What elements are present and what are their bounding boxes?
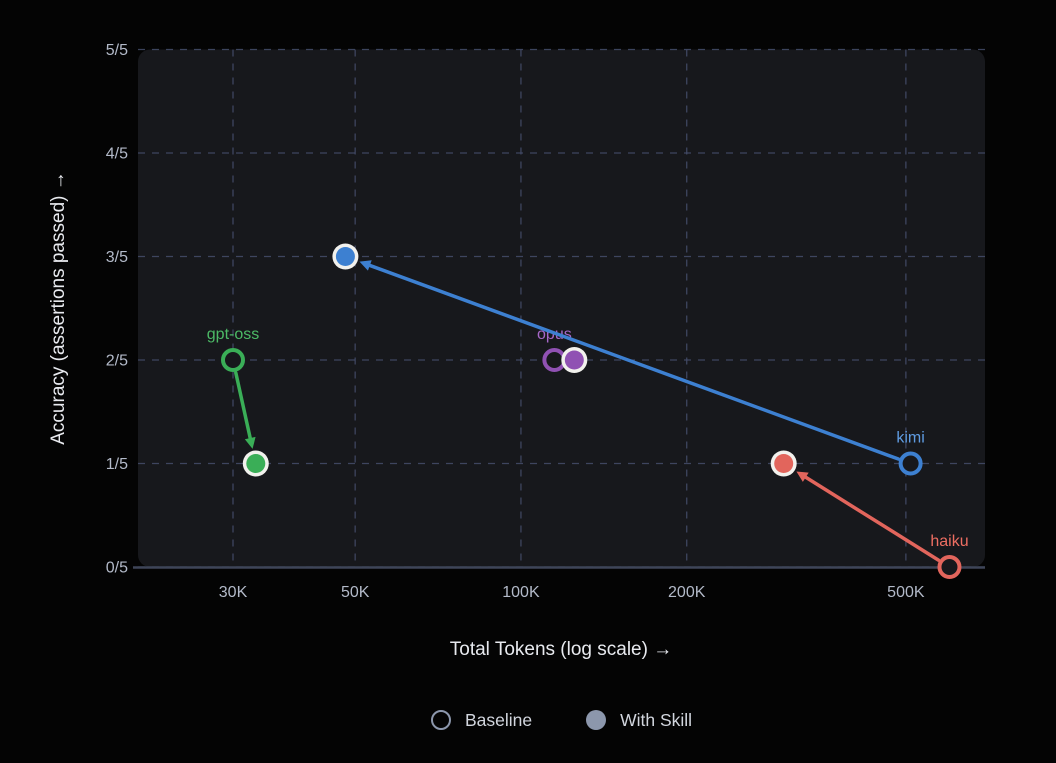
- y-axis-title: Accuracy (assertions passed) →: [48, 171, 69, 445]
- baseline-open-circle-icon: [430, 710, 451, 730]
- arrow-head-gpt-oss: [244, 436, 256, 449]
- marker-fill: [246, 454, 266, 473]
- arrow-shaft-kimi: [364, 262, 901, 461]
- marker-fill: [564, 350, 584, 370]
- y-tick-label-4/5: 4/5: [106, 146, 128, 163]
- series-label-haiku: haiku: [930, 533, 968, 550]
- legend-label-baseline: Baseline: [464, 709, 533, 730]
- y-tick-labels: 0/5 1/5 2/5 3/5 4/5 5/5: [106, 42, 128, 577]
- y-tick-label-0/5: 0/5: [106, 560, 128, 577]
- arrow-shaft-haiku: [800, 473, 941, 562]
- x-tick-label-50K: 50K: [341, 584, 370, 601]
- series-label-gpt-oss: gpt-oss: [207, 326, 259, 343]
- arrow-head-haiku: [796, 471, 809, 482]
- x-tick-label-100K: 100K: [502, 584, 540, 601]
- marker-baseline-gpt-oss[interactable]: [221, 348, 245, 372]
- y-tick-label-3/5: 3/5: [106, 249, 128, 266]
- marker-with-skill-opus[interactable]: [561, 347, 588, 373]
- marker-fill: [774, 454, 794, 473]
- marker-with-skill-haiku[interactable]: [770, 450, 797, 477]
- x-axis-title: Total Tokens (log scale) →: [450, 639, 672, 660]
- series-markers: [221, 243, 962, 579]
- marker-fill: [335, 247, 355, 266]
- series-label-kimi: kimi: [896, 430, 924, 447]
- legend-item-with-skill[interactable]: With Skill: [586, 710, 692, 731]
- legend: Baseline With Skill: [138, 704, 985, 736]
- marker-with-skill-kimi[interactable]: [332, 243, 359, 270]
- y-tick-label-5/5: 5/5: [106, 42, 128, 59]
- y-tick-label-2/5: 2/5: [106, 353, 128, 370]
- marker-with-skill-gpt-oss[interactable]: [242, 450, 269, 477]
- plot-area: [138, 49, 985, 567]
- arrow-head-kimi: [359, 260, 372, 271]
- x-tick-label-30K: 30K: [219, 584, 248, 601]
- series-arrows: [234, 260, 941, 562]
- y-tick-label-1/5: 1/5: [106, 456, 128, 473]
- vertical-gridlines: [232, 49, 907, 567]
- marker-baseline-haiku[interactable]: [937, 555, 962, 579]
- x-tick-label-500K: 500K: [887, 584, 925, 601]
- with-skill-filled-circle-icon: [586, 710, 607, 730]
- legend-label-with-skill: With Skill: [620, 709, 693, 730]
- x-tick-label-200K: 200K: [668, 584, 706, 601]
- marker-baseline-kimi[interactable]: [898, 451, 923, 476]
- arrow-shaft-gpt-oss: [234, 370, 253, 444]
- legend-item-baseline[interactable]: Baseline: [430, 709, 533, 731]
- x-tick-labels: 30K 50K 100K 200K 500K: [219, 584, 925, 601]
